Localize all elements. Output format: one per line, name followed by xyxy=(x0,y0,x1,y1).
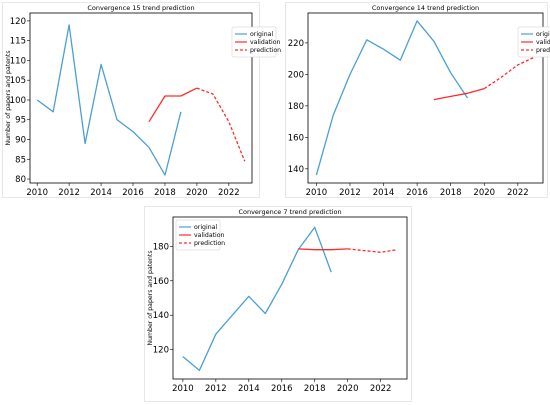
legend-label-prediction: prediction xyxy=(536,47,550,54)
y-tick-label: 160 xyxy=(153,277,169,287)
y-tick-label: 120 xyxy=(10,17,26,27)
x-tick-label: 2012 xyxy=(205,384,227,394)
plot-area xyxy=(307,12,544,184)
y-tick-label: 140 xyxy=(153,311,169,321)
x-tick-label: 2010 xyxy=(26,188,48,198)
y-tick-label: 120 xyxy=(153,346,169,356)
legend-label-validation: validation xyxy=(194,232,225,239)
y-tick-label: 80 xyxy=(15,175,26,185)
y-tick-label: 180 xyxy=(153,242,169,252)
x-tick-label: 2022 xyxy=(507,188,529,198)
x-tick-label: 2010 xyxy=(306,188,328,198)
x-tick-label: 2016 xyxy=(122,188,144,198)
y-tick-label: 85 xyxy=(15,155,26,165)
legend-label-original: original xyxy=(194,224,217,231)
y-tick-label: 200 xyxy=(288,70,304,80)
x-tick-label: 2014 xyxy=(90,188,112,198)
chart-convergence-14: Convergence 14 trend prediction 2010 2012 2… xyxy=(285,2,550,198)
chart-convergence-15: Convergence 15 trend prediction Number of… xyxy=(2,2,281,198)
series-line-original xyxy=(182,226,332,372)
series-line-validation xyxy=(298,248,348,251)
legend-label-validation: validation xyxy=(250,39,281,46)
x-tick-label: 2014 xyxy=(238,384,260,394)
y-tick-label: 95 xyxy=(15,116,26,126)
y-axis-label: Number of papers and patents xyxy=(147,250,154,345)
series-line-validation xyxy=(148,87,198,123)
x-tick-label: 2012 xyxy=(339,188,361,198)
series-line-prediction xyxy=(483,56,535,90)
x-tick-label: 2012 xyxy=(58,188,80,198)
y-tick-label: 160 xyxy=(288,133,304,143)
y-tick-label: 110 xyxy=(10,56,26,66)
x-tick-label: 2022 xyxy=(218,188,240,198)
chart-convergence-7: Convergence 7 trend prediction Number of … xyxy=(144,206,412,402)
x-tick-label: 2014 xyxy=(373,188,395,198)
legend-label-prediction: prediction xyxy=(250,47,281,54)
x-tick-label: 2018 xyxy=(440,188,462,198)
y-tick-label: 90 xyxy=(15,136,26,146)
series-line-original xyxy=(315,20,469,176)
y-tick-label: 100 xyxy=(10,96,26,106)
legend-label-original: original xyxy=(250,31,273,38)
series-line-validation xyxy=(433,87,485,101)
series-line-prediction xyxy=(196,87,246,162)
legend-label-validation: validation xyxy=(536,39,550,46)
y-tick-label: 140 xyxy=(288,165,304,175)
y-tick-label: 220 xyxy=(288,39,304,49)
series-line-prediction xyxy=(347,248,398,253)
chart-title: Convergence 14 trend prediction xyxy=(372,4,479,12)
x-tick-label: 2016 xyxy=(406,188,428,198)
y-tick-label: 115 xyxy=(10,37,26,47)
x-tick-label: 2018 xyxy=(304,384,326,394)
chart-title: Convergence 15 trend prediction xyxy=(87,4,194,12)
series-line-original xyxy=(36,24,182,176)
x-tick-label: 2010 xyxy=(172,384,194,394)
y-axis-label: Number of papers and patents xyxy=(5,50,12,145)
x-tick-label: 2020 xyxy=(473,188,495,198)
plot-area xyxy=(29,12,253,184)
x-tick-label: 2020 xyxy=(337,384,359,394)
y-tick-label: 105 xyxy=(10,76,26,86)
y-tick-label: 180 xyxy=(288,102,304,112)
legend-label-original: original xyxy=(536,31,550,38)
legend-label-prediction: prediction xyxy=(194,240,225,247)
x-tick-label: 2022 xyxy=(370,384,392,394)
chart-title: Convergence 7 trend prediction xyxy=(238,208,341,216)
x-tick-label: 2020 xyxy=(186,188,208,198)
x-tick-label: 2016 xyxy=(271,384,293,394)
x-tick-label: 2018 xyxy=(154,188,176,198)
